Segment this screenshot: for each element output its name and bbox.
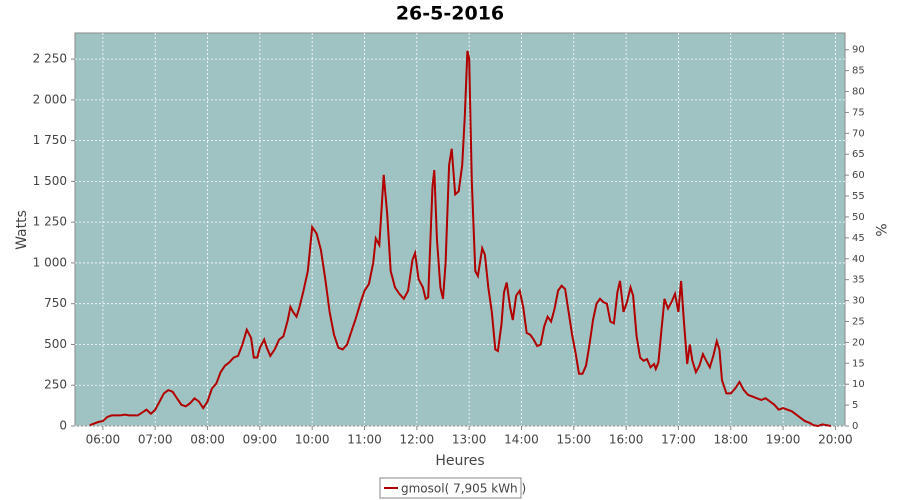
y-tick-label: 500 <box>44 337 67 351</box>
x-tick-label: 07:00 <box>138 433 173 447</box>
x-tick-label: 11:00 <box>347 433 382 447</box>
x-axis-label: Heures <box>435 453 484 469</box>
chart-title: 26-5-2016 <box>396 3 504 25</box>
y2-tick-label: 35 <box>852 275 865 286</box>
y2-tick-label: 25 <box>852 316 865 327</box>
y-axis-label: Watts <box>14 210 30 250</box>
plot-area <box>74 32 846 427</box>
y2-tick-label: 15 <box>852 358 865 369</box>
y-tick-label: 2 250 <box>33 52 67 66</box>
y2-tick-label: 0 <box>852 421 858 432</box>
y2-axis-label: % <box>872 223 888 236</box>
x-tick-label: 14:00 <box>504 433 539 447</box>
x-tick-label: 20:00 <box>818 433 853 447</box>
y2-tick-label: 5 <box>852 400 858 411</box>
y2-tick-label: 85 <box>852 66 865 77</box>
y-tick-label: 1 500 <box>33 174 67 188</box>
y2-tick-label: 50 <box>852 212 865 223</box>
x-tick-label: 17:00 <box>661 433 696 447</box>
legend-box <box>379 477 522 499</box>
x-tick-label: 09:00 <box>243 433 278 447</box>
legend: gmosol( 7,905 kWh ) <box>379 477 526 499</box>
y-tick-label: 1 750 <box>33 133 67 147</box>
y2-tick-label: 20 <box>852 337 865 348</box>
x-tick-label: 08:00 <box>190 433 225 447</box>
y2-tick-label: 90 <box>852 45 865 56</box>
legend-label: gmosol( 7,905 kWh ) <box>401 482 526 496</box>
y2-tick-label: 75 <box>852 107 865 118</box>
x-tick-label: 18:00 <box>713 433 748 447</box>
y2-tick-label: 55 <box>852 191 865 202</box>
x-tick-label: 15:00 <box>557 433 592 447</box>
y2-tick-label: 80 <box>852 87 865 98</box>
y2-tick-label: 10 <box>852 379 865 390</box>
y2-tick-label: 60 <box>852 170 865 181</box>
y-tick-label: 250 <box>44 378 67 392</box>
y2-tick-label: 65 <box>852 149 865 160</box>
y-tick-label: 0 <box>59 419 67 433</box>
y2-tick-label: 70 <box>852 128 865 139</box>
x-tick-label: 19:00 <box>766 433 801 447</box>
data-line <box>89 50 832 428</box>
x-tick-label: 10:00 <box>295 433 330 447</box>
x-tick-label: 16:00 <box>609 433 644 447</box>
x-tick-label: 13:00 <box>452 433 487 447</box>
y2-tick-label: 45 <box>852 233 865 244</box>
x-tick-label: 12:00 <box>400 433 435 447</box>
x-tick-label: 06:00 <box>86 433 121 447</box>
y-tick-label: 2 000 <box>33 92 67 106</box>
y-tick-label: 1 250 <box>33 215 67 229</box>
y-tick-label: 1 000 <box>33 255 67 269</box>
y-tick-label: 750 <box>44 296 67 310</box>
y2-tick-label: 40 <box>852 254 865 265</box>
y2-tick-label: 30 <box>852 296 865 307</box>
